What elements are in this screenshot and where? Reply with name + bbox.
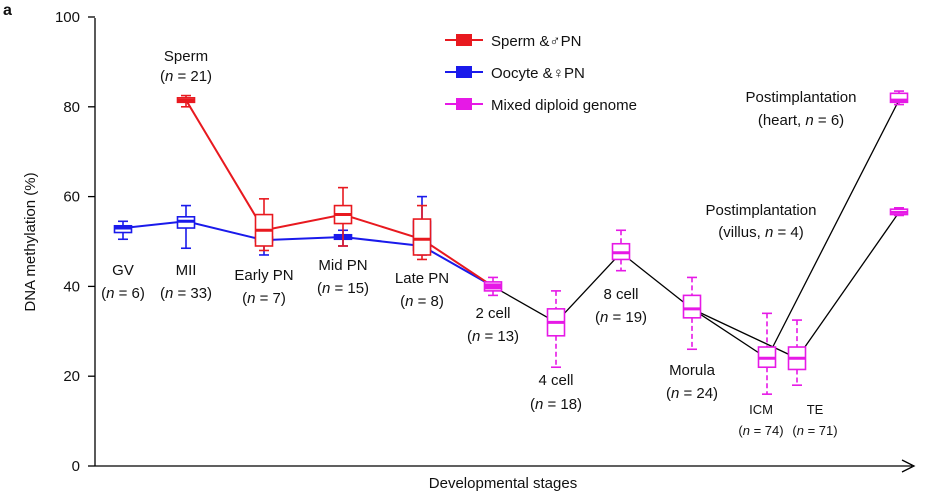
legend-label-sperm: Sperm &♂PN xyxy=(491,33,581,50)
legend-item-mixed: Mixed diploid genome xyxy=(445,97,637,114)
annotation-heart-n: (heart, n = 6) xyxy=(758,112,844,129)
stage-n-MidPN: (n = 15) xyxy=(317,280,369,297)
y-tick-label: 0 xyxy=(72,458,80,475)
annotation-villus-label: Postimplantation xyxy=(706,202,817,219)
stage-n-Morula: (n = 24) xyxy=(666,385,718,402)
connector-line xyxy=(555,252,622,323)
y-ticks: 0 20 40 60 80 100 xyxy=(55,9,95,475)
box xyxy=(682,294,702,319)
box-sperm-LatePN xyxy=(412,204,432,261)
box-oocyte-MII xyxy=(176,204,196,250)
stage-n-MII: (n = 33) xyxy=(160,285,212,302)
legend-swatch-box-mixed xyxy=(456,98,472,110)
stage-label-MII: MII xyxy=(176,262,197,279)
marker-2cell xyxy=(485,283,501,290)
panel-label: a xyxy=(3,2,12,19)
connector-line xyxy=(796,211,900,359)
box-sperm-MII xyxy=(176,94,196,108)
stage-labels: GV (n = 6) MII (n = 33) Early PN (n = 7) Mid P… xyxy=(101,48,856,438)
stage-label-4cell: 4 cell xyxy=(538,372,573,389)
stage-label-2cell: 2 cell xyxy=(475,305,510,322)
annotation-sperm-n: (n = 21) xyxy=(160,68,212,85)
stage-label-8cell: 8 cell xyxy=(603,286,638,303)
box xyxy=(889,92,909,104)
stage-label-MidPN: Mid PN xyxy=(318,257,367,274)
stage-n-4cell: (n = 18) xyxy=(530,396,582,413)
stage-n-LatePN: (n = 8) xyxy=(400,293,444,310)
stage-n-TE: (n = 71) xyxy=(792,423,837,438)
annotation-sperm-label: Sperm xyxy=(164,48,208,65)
stage-label-Morula: Morula xyxy=(669,362,716,379)
stage-n-GV: (n = 6) xyxy=(101,285,145,302)
box-mixed-Morula xyxy=(682,276,702,351)
axes xyxy=(94,18,916,473)
y-tick-label: 60 xyxy=(63,189,80,206)
connector-line xyxy=(766,99,900,359)
connector-line xyxy=(691,308,768,359)
legend: Sperm &♂PN Oocyte &♀PN Mixed diploid gen… xyxy=(445,33,637,114)
box-plots xyxy=(113,90,909,395)
y-tick-label: 20 xyxy=(63,368,80,385)
legend-swatch-box-sperm xyxy=(456,34,472,46)
box-mixed-ICM xyxy=(757,312,777,395)
oocyte-series-line xyxy=(122,220,494,288)
y-tick-label: 100 xyxy=(55,9,80,26)
box-mixed-4cell xyxy=(546,290,566,369)
stage-n-EarlyPN: (n = 7) xyxy=(242,290,286,307)
connector-line xyxy=(691,308,798,359)
box-oocyte-GV xyxy=(113,220,133,241)
y-axis-label: DNA methylation (%) xyxy=(22,172,39,311)
stage-label-TE: TE xyxy=(807,402,824,417)
x-axis-label: Developmental stages xyxy=(429,475,577,492)
stage-n-ICM: (n = 74) xyxy=(738,423,783,438)
stage-label-GV: GV xyxy=(112,262,134,279)
box-sperm-EarlyPN xyxy=(254,198,274,252)
x-axis-arrow-icon xyxy=(901,459,916,473)
stage-label-ICM: ICM xyxy=(749,402,773,417)
connector-line xyxy=(620,252,693,310)
stage-n-2cell: (n = 13) xyxy=(467,328,519,345)
stage-label-EarlyPN: Early PN xyxy=(234,267,293,284)
connector-line xyxy=(492,285,557,323)
legend-item-sperm: Sperm &♂PN xyxy=(445,33,581,50)
box xyxy=(412,218,432,256)
series-lines xyxy=(122,99,494,288)
y-tick-label: 40 xyxy=(63,278,80,295)
legend-label-oocyte: Oocyte &♀PN xyxy=(491,65,585,82)
connector-lines xyxy=(492,99,900,359)
stage-n-8cell: (n = 19) xyxy=(595,309,647,326)
box-mixed-8cell xyxy=(611,229,631,272)
legend-item-oocyte: Oocyte &♀PN xyxy=(445,65,585,82)
y-tick-label: 80 xyxy=(63,99,80,116)
legend-swatch-box-oocyte xyxy=(456,66,472,78)
annotation-heart-label: Postimplantation xyxy=(746,89,857,106)
box-mixed-heart xyxy=(889,90,909,106)
box-mixed-villus xyxy=(889,207,909,217)
annotation-villus-n: (villus, n = 4) xyxy=(718,224,803,241)
stage-label-LatePN: Late PN xyxy=(395,270,449,287)
box-sperm-MidPN xyxy=(333,186,353,247)
box-mixed-TE xyxy=(787,319,807,386)
legend-label-mixed: Mixed diploid genome xyxy=(491,97,637,114)
